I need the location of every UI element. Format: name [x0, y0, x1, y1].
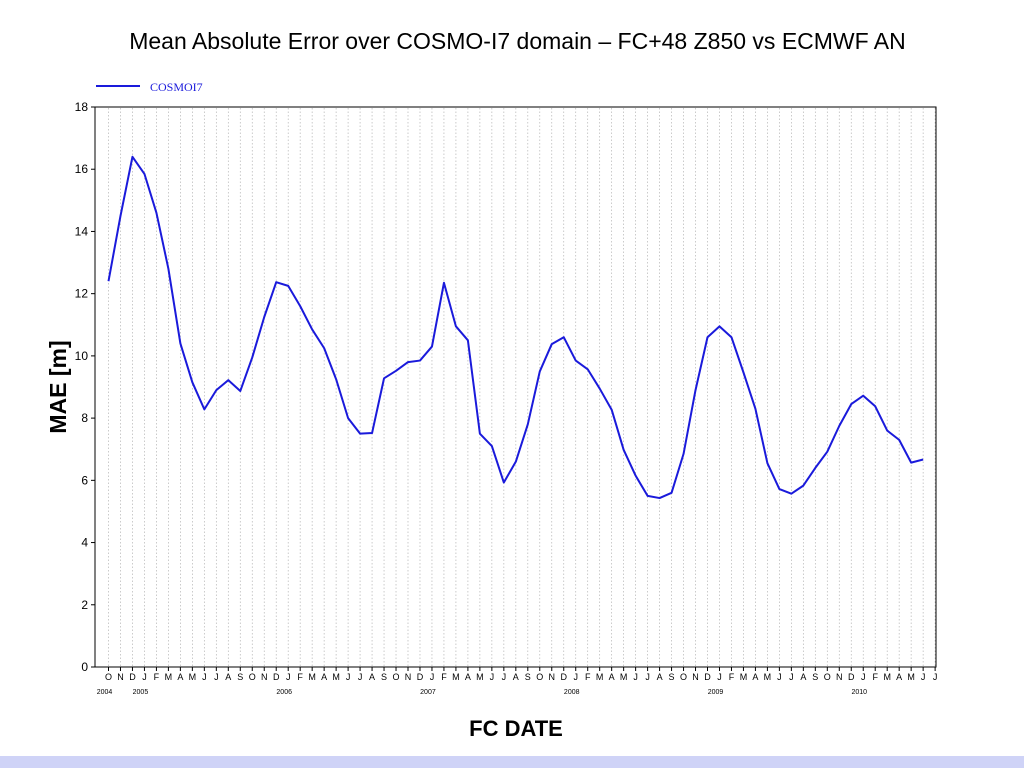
x-tick-label: A — [465, 672, 471, 682]
x-tick-label: A — [369, 672, 375, 682]
x-tick-label: A — [896, 672, 902, 682]
x-tick-label: M — [596, 672, 604, 682]
y-axis: 0 2 4 6 8 10 12 14 16 18 — [75, 100, 95, 674]
x-tick-label: M — [883, 672, 891, 682]
x-tick-label: M — [452, 672, 460, 682]
year-label: 2010 — [851, 689, 867, 696]
x-tick-label: A — [800, 672, 806, 682]
y-tick-label: 4 — [81, 536, 88, 550]
x-tick-label: N — [261, 672, 268, 682]
y-tick-label: 6 — [81, 473, 88, 487]
x-tick-label: J — [789, 672, 794, 682]
x-tick-label: S — [381, 672, 387, 682]
x-tick-label: J — [202, 672, 207, 682]
x-tick-label: J — [430, 672, 435, 682]
y-tick-label: 14 — [75, 224, 89, 238]
x-tick-label: D — [560, 672, 567, 682]
series — [107, 155, 924, 500]
gridlines — [108, 108, 936, 666]
x-axis-label: FC DATE — [469, 716, 563, 741]
x-tick-label: M — [764, 672, 772, 682]
x-tick-label: M — [740, 672, 748, 682]
year-label: 2005 — [133, 689, 149, 696]
x-tick-label: F — [441, 672, 447, 682]
x-tick-label: A — [609, 672, 615, 682]
x-tick-label: A — [513, 672, 519, 682]
y-tick-label: 0 — [81, 660, 88, 674]
x-tick-label: J — [717, 672, 722, 682]
x-tick-label: D — [273, 672, 280, 682]
x-tick-label: J — [921, 672, 926, 682]
x-tick-label: M — [620, 672, 628, 682]
year-label: 2004 — [97, 689, 113, 696]
x-tick-label: M — [907, 672, 915, 682]
y-tick-label: 10 — [75, 349, 89, 363]
x-tick-label: N — [117, 672, 124, 682]
x-tick-label: N — [405, 672, 412, 682]
x-tick-label: M — [332, 672, 340, 682]
x-tick-label: M — [308, 672, 316, 682]
x-tick-label: O — [393, 672, 400, 682]
x-tick-label: A — [657, 672, 663, 682]
x-tick-label: S — [525, 672, 531, 682]
x-tick-label: J — [490, 672, 495, 682]
slide-title: Mean Absolute Error over COSMO-I7 domain… — [129, 28, 906, 54]
x-tick-label: J — [214, 672, 219, 682]
x-tick-label: D — [129, 672, 136, 682]
legend-label-cosmoi7: COSMOI7 — [150, 80, 203, 94]
x-tick-label: J — [346, 672, 351, 682]
x-tick-label: A — [752, 672, 758, 682]
series-line-cosmoi7 — [107, 155, 924, 500]
y-tick-label: 12 — [75, 287, 89, 301]
x-tick-label: J — [502, 672, 507, 682]
x-tick-label: J — [573, 672, 578, 682]
x-tick-label: J — [933, 672, 938, 682]
x-tick-label: A — [177, 672, 183, 682]
x-tick-label: S — [237, 672, 243, 682]
x-tick-label: A — [225, 672, 231, 682]
x-tick-label: D — [417, 672, 424, 682]
x-tick-label: M — [165, 672, 173, 682]
x-tick-label: S — [812, 672, 818, 682]
x-tick-label: J — [645, 672, 650, 682]
x-tick-label: O — [824, 672, 831, 682]
slide-footer-band — [0, 756, 1024, 768]
x-tick-label: D — [704, 672, 711, 682]
x-tick-label: F — [729, 672, 735, 682]
x-tick-label: O — [105, 672, 112, 682]
y-tick-label: 2 — [81, 598, 88, 612]
x-tick-label: O — [536, 672, 543, 682]
x-tick-label: J — [633, 672, 638, 682]
x-tick-label: M — [476, 672, 484, 682]
x-tick-label: N — [836, 672, 843, 682]
year-label: 2008 — [564, 689, 580, 696]
x-tick-label: J — [286, 672, 291, 682]
x-tick-label: J — [142, 672, 147, 682]
y-tick-label: 16 — [75, 162, 89, 176]
x-tick-label: N — [549, 672, 556, 682]
y-tick-label: 8 — [81, 411, 88, 425]
x-tick-label: O — [680, 672, 687, 682]
x-tick-label: N — [692, 672, 699, 682]
year-label: 2006 — [276, 689, 292, 696]
y-axis-label: MAE [m] — [45, 340, 71, 433]
year-label: 2009 — [708, 689, 724, 696]
y-tick-label: 18 — [75, 100, 89, 114]
x-tick-label: J — [777, 672, 782, 682]
x-tick-label: A — [321, 672, 327, 682]
year-label: 2007 — [420, 689, 436, 696]
x-tick-label: O — [249, 672, 256, 682]
x-tick-label: J — [358, 672, 363, 682]
x-tick-label: F — [585, 672, 591, 682]
legend: COSMOI7 — [96, 80, 203, 94]
x-tick-label: D — [848, 672, 855, 682]
x-tick-label: J — [861, 672, 866, 682]
x-tick-label: M — [189, 672, 197, 682]
x-tick-label: S — [669, 672, 675, 682]
x-tick-label: F — [154, 672, 160, 682]
x-tick-label: F — [297, 672, 303, 682]
x-tick-label: F — [872, 672, 878, 682]
